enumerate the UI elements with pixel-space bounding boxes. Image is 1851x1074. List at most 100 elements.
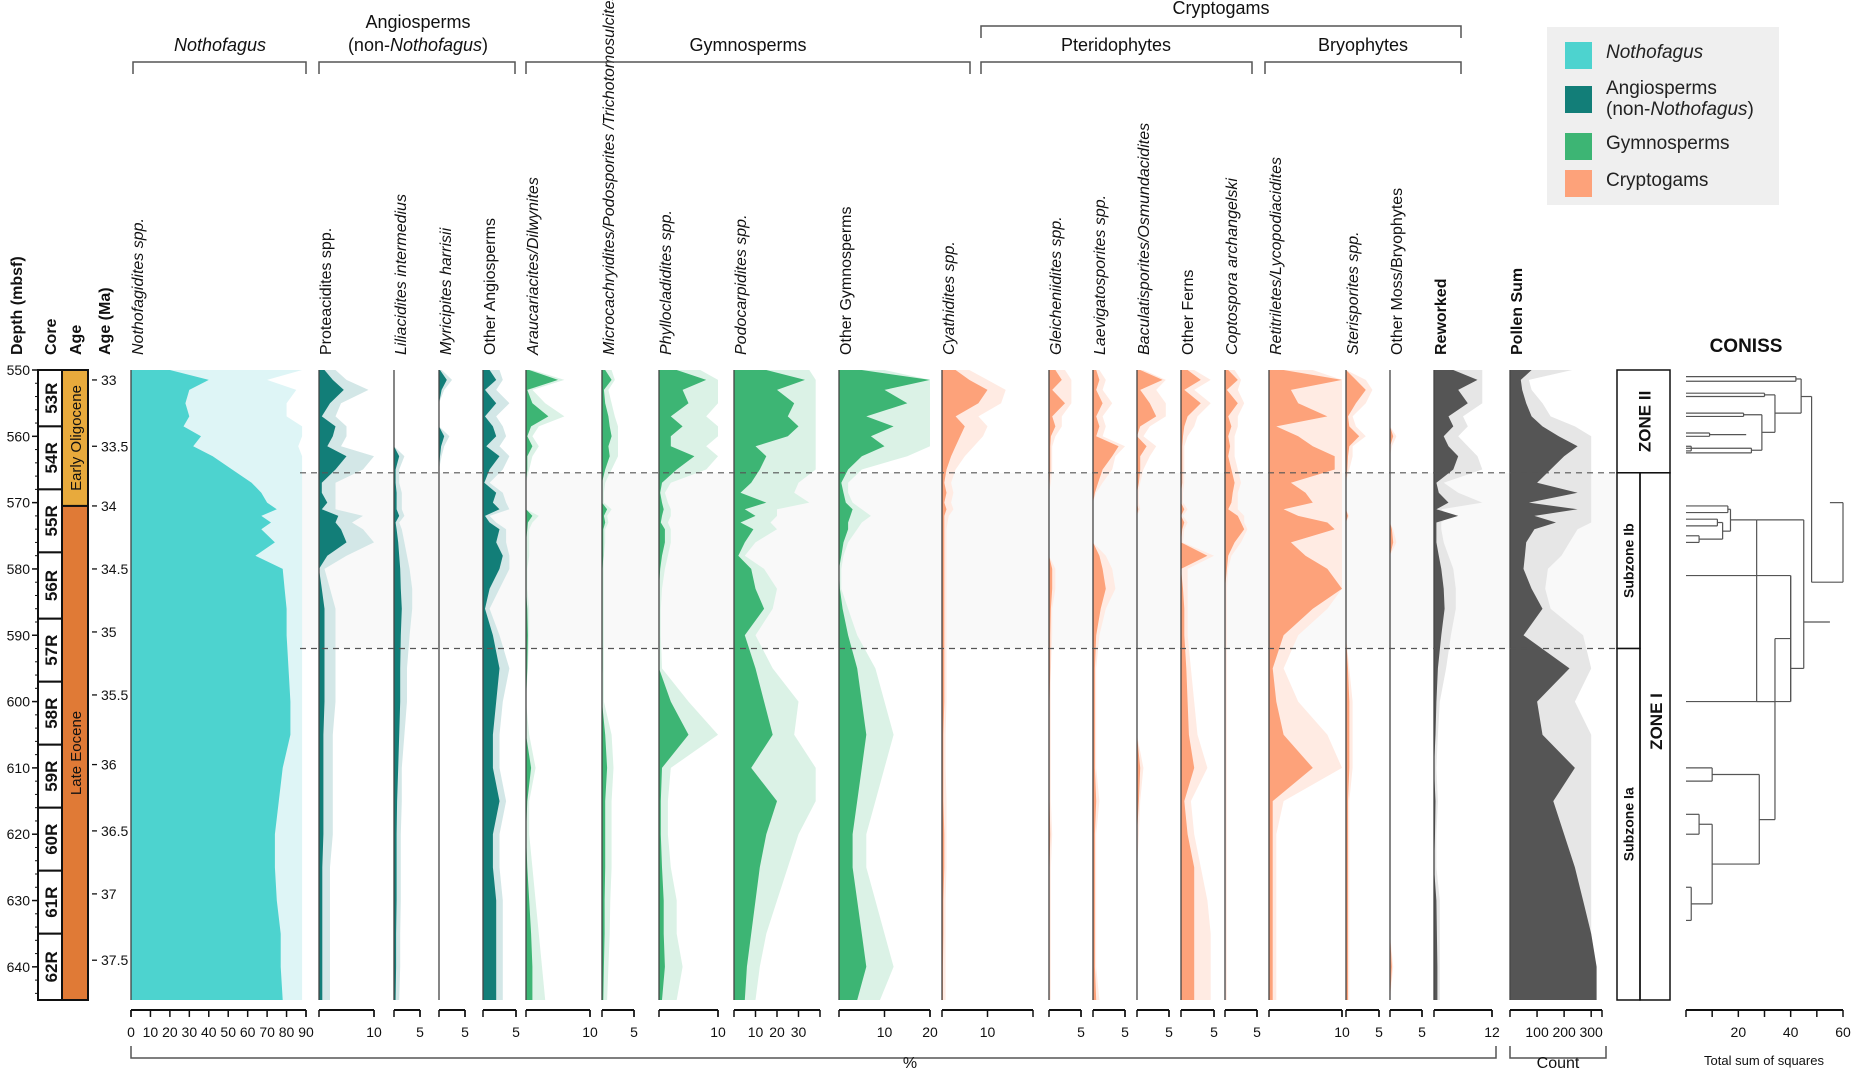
series-x-tick-label: 30 <box>182 1024 198 1040</box>
series-label: Proteacidites spp. <box>318 228 335 355</box>
series-exaggeration-area <box>439 370 452 1000</box>
age-tick-label: 34 <box>101 498 117 514</box>
legend-item-angiosperms: Angiosperms (non-Nothofagus) <box>1565 78 1754 120</box>
depth-tick-label: 560 <box>7 428 31 444</box>
depth-tick-label: 640 <box>7 959 31 975</box>
series-exaggeration-area <box>1137 370 1166 1000</box>
age-tick-label: 33 <box>101 372 117 388</box>
series-label: Reworked <box>1433 279 1450 355</box>
age-tick-label: 33.5 <box>101 438 128 454</box>
zone-ii-label: ZONE II <box>1636 391 1655 452</box>
bracket-gymnosperms <box>525 61 971 74</box>
series-x-tick-label: 20 <box>769 1024 785 1040</box>
series-area <box>1181 370 1208 1000</box>
coniss-x-tick-label: 60 <box>1835 1024 1851 1040</box>
series-label: Podocarpidites spp. <box>733 214 750 355</box>
series-area <box>1346 370 1366 1000</box>
epoch-label: Late Eocene <box>68 711 85 795</box>
coniss-title: CONISS <box>1710 336 1783 357</box>
legend-swatch-nothofagus <box>1565 42 1592 69</box>
legend-swatch-cryptogams <box>1565 170 1592 197</box>
age-column-label: Age <box>68 325 85 355</box>
series-area <box>319 370 347 1000</box>
depth-tick-label: 630 <box>7 893 31 909</box>
legend-label-cryptogams: Cryptogams <box>1606 170 1709 191</box>
age-tick-label: 34.5 <box>101 561 128 577</box>
series-x-tick-label: 10 <box>1334 1024 1350 1040</box>
core-label: 58R <box>42 698 61 729</box>
age-axis-label: Age (Ma) <box>97 287 114 355</box>
series-x-tick-label: 12 <box>1484 1024 1500 1040</box>
epoch-box <box>61 504 89 1001</box>
age-tick-label: 37.5 <box>101 952 128 968</box>
series-label: Sterisporites spp. <box>1345 231 1362 355</box>
series-x-tick-label: 5 <box>1375 1024 1383 1040</box>
bracket-bryophytes <box>1264 61 1462 74</box>
zone-ii-box <box>1616 369 1671 474</box>
legend-label-angiosperms-italic: Nothofagus <box>1650 99 1748 120</box>
depth-tick-label: 620 <box>7 826 31 842</box>
series-x-tick-label: 40 <box>201 1024 217 1040</box>
subzone-label: Subzone Ib <box>1621 523 1637 598</box>
series-area <box>1510 370 1597 1000</box>
series-area <box>1093 370 1119 1000</box>
group-label-cryptogams: Cryptogams <box>1172 0 1269 18</box>
series-x-tick-label: 70 <box>259 1024 275 1040</box>
core-label: 61R <box>42 887 61 918</box>
bracket-pteridophytes <box>980 61 1253 74</box>
series-label: Phyllocladidites spp. <box>658 210 675 355</box>
series-x-tick-label: 30 <box>791 1024 807 1040</box>
legend-item-gymnosperms: Gymnosperms <box>1565 133 1730 160</box>
series-label: Nothofagidites spp. <box>130 218 147 355</box>
series-label: Microcachryidites/Podosporites /Trichoto… <box>601 0 618 355</box>
series-x-tick-label: 5 <box>630 1024 638 1040</box>
series-label: Other Gymnosperms <box>838 207 855 355</box>
depth-tick-label: 590 <box>7 627 31 643</box>
core-label: 60R <box>42 824 61 855</box>
legend-label-angiosperms: Angiosperms (non-Nothofagus) <box>1606 78 1754 120</box>
coniss-x-tick-label: 20 <box>1731 1024 1747 1040</box>
series-label: Baculatisporites/Osmundacidites <box>1136 123 1153 355</box>
group-label-bryophytes: Bryophytes <box>1318 35 1408 55</box>
series-label: Laevigatosporites spp. <box>1092 195 1109 355</box>
zone-i-box <box>1639 472 1671 1001</box>
series-label: Myricipites harrisii <box>438 227 455 355</box>
legend-label-angiosperms-line1: Angiosperms <box>1606 78 1717 99</box>
series-x-tick-label: 10 <box>980 1024 996 1040</box>
group-label-angiosperms-sub: (non-Nothofagus) <box>348 35 488 55</box>
age-tick-label: 37 <box>101 886 117 902</box>
core-label: 57R <box>42 635 61 666</box>
legend-swatch-angiosperms <box>1565 86 1592 113</box>
age-tick-label: 36.5 <box>101 823 128 839</box>
series-label: Gleicheniidites spp. <box>1048 216 1065 355</box>
series-area <box>439 370 447 1000</box>
series-x-tick-label: 5 <box>416 1024 424 1040</box>
core-label: 53R <box>42 383 61 414</box>
series-x-tick-label: 0 <box>127 1024 135 1040</box>
series-x-tick-label: 5 <box>461 1024 469 1040</box>
series-area <box>1225 370 1245 1000</box>
series-label: Retitriletes/Lycopodiacidites <box>1268 157 1285 355</box>
series-area <box>483 370 503 1000</box>
series-x-tick-label: 200 <box>1552 1024 1576 1040</box>
series-label: Other Moss/Bryophytes <box>1389 188 1406 355</box>
percent-bracket <box>130 1046 1497 1059</box>
legend-label-nothofagus: Nothofagus <box>1606 42 1704 63</box>
depth-tick-label: 570 <box>7 495 31 511</box>
bracket-cryptogams <box>980 25 1462 38</box>
age-tick-label: 35 <box>101 624 117 640</box>
series-area <box>734 370 805 1000</box>
series-exaggeration-area <box>1181 370 1214 1000</box>
series-area <box>1049 370 1065 1000</box>
series-x-tick-label: 300 <box>1579 1024 1603 1040</box>
core-box <box>37 617 63 683</box>
series-exaggeration-area <box>1390 370 1397 1000</box>
series-x-tick-label: 20 <box>922 1024 938 1040</box>
group-label-pteridophytes: Pteridophytes <box>1061 35 1171 55</box>
series-x-tick-label: 5 <box>1210 1024 1218 1040</box>
coniss-x-axis-label: Total sum of squares <box>1704 1053 1824 1068</box>
series-area <box>1434 370 1478 1000</box>
series-label: Liliacidites intermedius <box>393 194 410 355</box>
series-label: Araucariacites/Dilwynites <box>525 177 542 356</box>
